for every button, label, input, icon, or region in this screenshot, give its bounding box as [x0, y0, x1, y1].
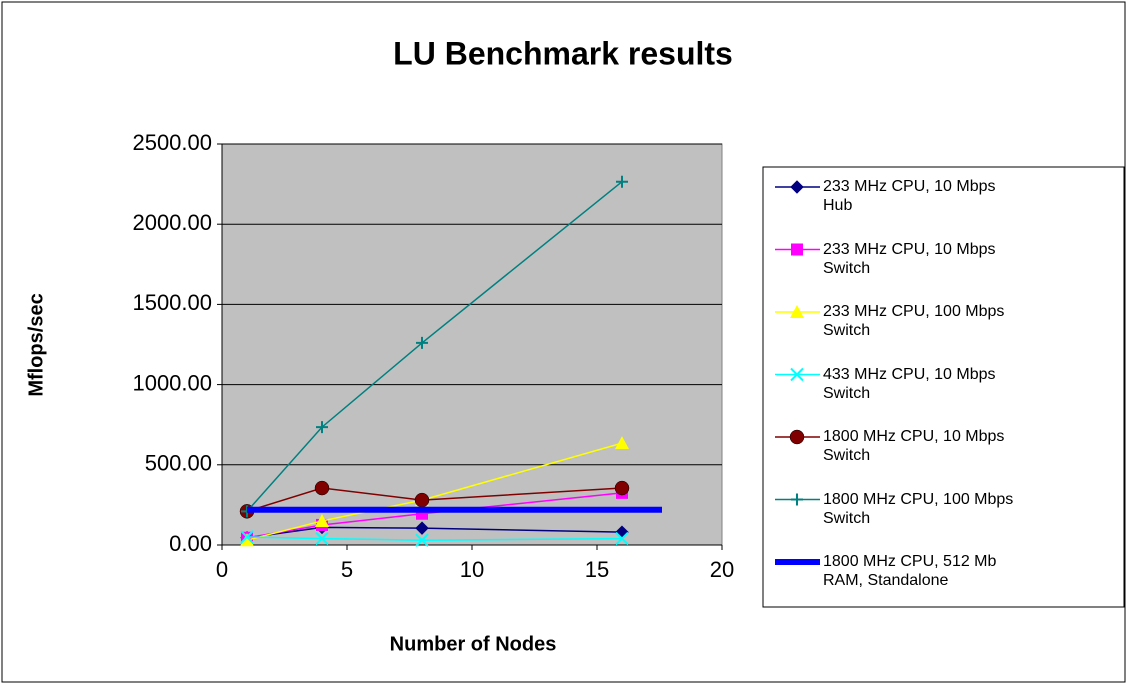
y-tick-label: 1000.00	[132, 370, 212, 395]
y-tick-label: 0.00	[169, 531, 212, 556]
y-tick-label: 2500.00	[132, 130, 212, 155]
x-tick-label: 20	[710, 557, 734, 582]
marker	[791, 243, 803, 256]
series-line	[246, 526, 623, 539]
marker	[415, 521, 429, 535]
marker	[415, 533, 429, 547]
marker	[416, 336, 428, 349]
legend-label: 233 MHz CPU, 10 Mbps Switch	[823, 240, 996, 277]
marker	[316, 421, 328, 434]
x-tick-label: 0	[216, 557, 228, 582]
y-tick-label: 1500.00	[132, 290, 212, 315]
legend-label: 233 MHz CPU, 10 Mbps Hub	[823, 178, 996, 214]
legend-label: 1800 MHz CPU, 512 Mb RAM, Standalone	[823, 553, 997, 589]
legend-box	[762, 166, 1125, 608]
legend-label: 1800 MHz CPU, 10 Mbps Switch	[823, 428, 1005, 464]
marker	[791, 493, 803, 506]
y-tick-label: 500.00	[145, 451, 212, 476]
x-tick-label: 10	[460, 557, 484, 582]
series-line	[246, 181, 623, 512]
marker	[615, 436, 629, 450]
marker	[616, 175, 628, 188]
marker	[240, 530, 254, 544]
x-tick-label: 5	[341, 557, 353, 582]
marker	[414, 492, 430, 508]
marker	[315, 513, 329, 527]
marker	[789, 429, 805, 445]
series-line	[246, 536, 623, 541]
marker	[614, 480, 630, 496]
marker	[790, 367, 804, 382]
y-tick-label: 2000.00	[132, 210, 212, 235]
marker	[240, 533, 254, 547]
chart-title: LU Benchmark results	[393, 35, 733, 71]
marker	[615, 531, 629, 546]
marker	[790, 305, 804, 318]
marker	[314, 480, 330, 496]
plot-area	[221, 143, 723, 546]
marker	[315, 531, 329, 546]
y-axis-title: Mflops/sec	[25, 293, 47, 396]
x-tick-label: 15	[585, 557, 609, 582]
marker	[790, 180, 804, 194]
series-line	[246, 487, 623, 513]
legend-label: 433 MHz CPU, 10 Mbps Switch	[823, 365, 996, 402]
legend-label: 1800 MHz CPU, 100 Mbps Switch	[823, 490, 1014, 527]
legend-label: 233 MHz CPU, 100 Mbps Switch	[823, 303, 1005, 339]
series-line	[246, 492, 623, 539]
x-axis-title: Number of Nodes	[390, 633, 557, 655]
